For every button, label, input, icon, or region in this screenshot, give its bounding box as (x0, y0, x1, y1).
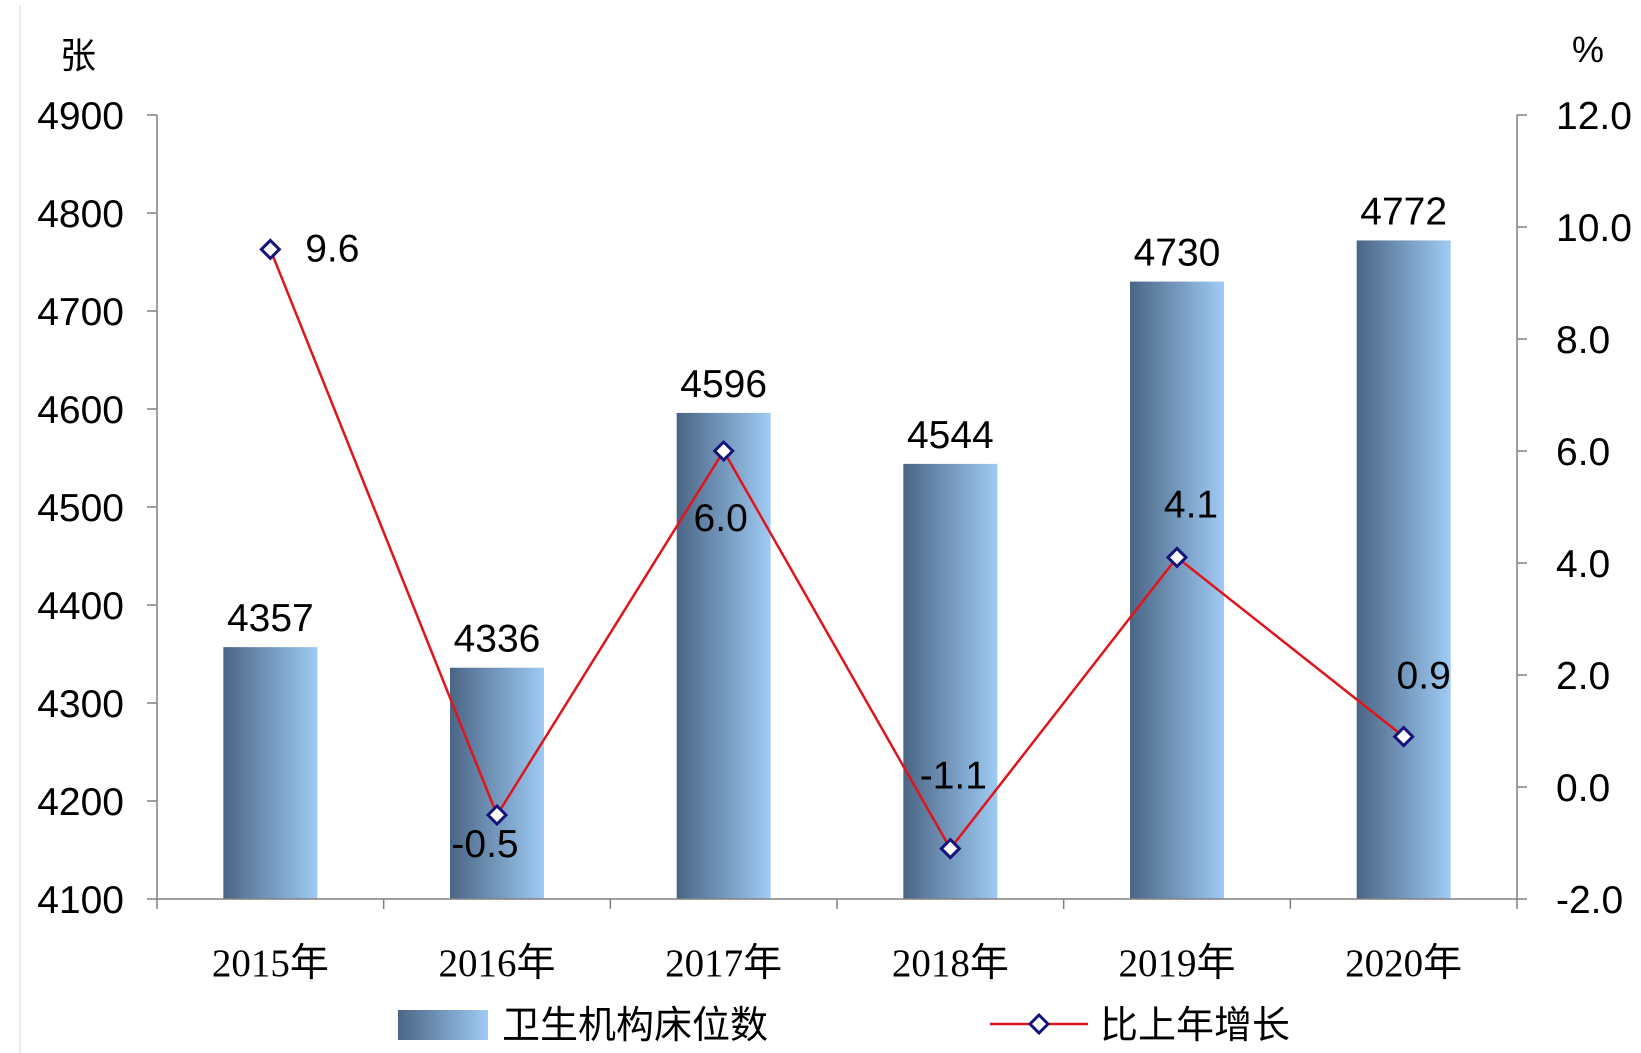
left-tick-label: 4300 (37, 683, 124, 726)
bar-value-label: 4730 (1134, 232, 1221, 275)
left-tick-label: 4600 (37, 389, 124, 432)
x-tick-label: 2020年 (1345, 942, 1462, 985)
growth-marker (939, 837, 962, 860)
bar-value-label: 4596 (680, 363, 767, 406)
legend-line-label: 比上年增长 (1100, 1003, 1290, 1047)
bar-value-label: 4544 (907, 414, 994, 457)
line-value-label: -1.1 (920, 755, 987, 798)
line-value-label: 0.9 (1397, 655, 1451, 698)
growth-line-series (259, 238, 1415, 860)
left-tick-label: 4800 (37, 193, 124, 236)
bar (450, 667, 544, 899)
legend: 卫生机构床位数 比上年增长 (398, 1003, 1290, 1047)
left-tick-label: 4100 (37, 879, 124, 922)
left-tick-label: 4500 (37, 487, 124, 530)
bar (903, 463, 998, 899)
bar (1130, 281, 1224, 900)
right-axis-ticks: -2.0 0.0 2.0 4.0 6.0 8.0 10.0 12.0 (1517, 95, 1632, 922)
left-axis-ticks: 4100 4200 4300 4400 4500 4600 4700 4800 4900 (37, 95, 157, 922)
left-axis-unit: 张 (60, 36, 96, 77)
legend-bar-swatch (398, 1010, 488, 1040)
line-value-label: 9.6 (305, 227, 359, 270)
right-tick-label: 6.0 (1556, 431, 1610, 474)
left-tick-label: 4200 (37, 781, 124, 824)
x-axis-ticks: 2015年 2016年 2017年 2018年 2019年 2020年 (156, 899, 1518, 985)
data-labels: 4357 4336 4596 4544 4730 4772 9.6 -0.5 6.0 -1.1 4.… (227, 190, 1451, 866)
right-tick-label: 12.0 (1556, 95, 1632, 138)
right-tick-label: 2.0 (1556, 655, 1610, 698)
right-axis-unit: % (1572, 29, 1604, 70)
line-value-label: 4.1 (1164, 483, 1218, 526)
left-tick-label: 4900 (37, 95, 124, 138)
bar-value-label: 4357 (227, 597, 314, 640)
x-tick-label: 2015年 (212, 942, 329, 985)
growth-marker (1165, 546, 1189, 569)
right-tick-label: 4.0 (1556, 543, 1610, 586)
bar (223, 647, 318, 899)
right-tick-label: 10.0 (1556, 207, 1632, 250)
bar-value-label: 4772 (1360, 190, 1447, 233)
left-tick-label: 4400 (37, 585, 124, 628)
right-tick-label: 8.0 (1556, 319, 1610, 362)
left-tick-label: 4700 (37, 291, 124, 334)
growth-marker (712, 439, 735, 463)
right-tick-label: -2.0 (1556, 879, 1623, 922)
x-tick-label: 2019年 (1118, 942, 1235, 985)
bar-series (223, 240, 1451, 900)
growth-marker (1392, 725, 1415, 748)
bar (1356, 240, 1451, 899)
bar (676, 412, 771, 899)
line-value-label: -0.5 (451, 823, 518, 866)
line-value-label: 6.0 (694, 497, 748, 540)
x-tick-label: 2018年 (892, 942, 1009, 985)
growth-marker (259, 238, 282, 261)
right-tick-label: 0.0 (1556, 767, 1610, 810)
legend-bar-label: 卫生机构床位数 (502, 1003, 768, 1047)
growth-marker (485, 803, 509, 827)
x-tick-label: 2017年 (665, 942, 782, 985)
growth-line (269, 248, 1405, 851)
bar-value-label: 4336 (454, 618, 541, 661)
legend-line-marker (1027, 1012, 1051, 1036)
x-tick-label: 2016年 (438, 942, 555, 985)
